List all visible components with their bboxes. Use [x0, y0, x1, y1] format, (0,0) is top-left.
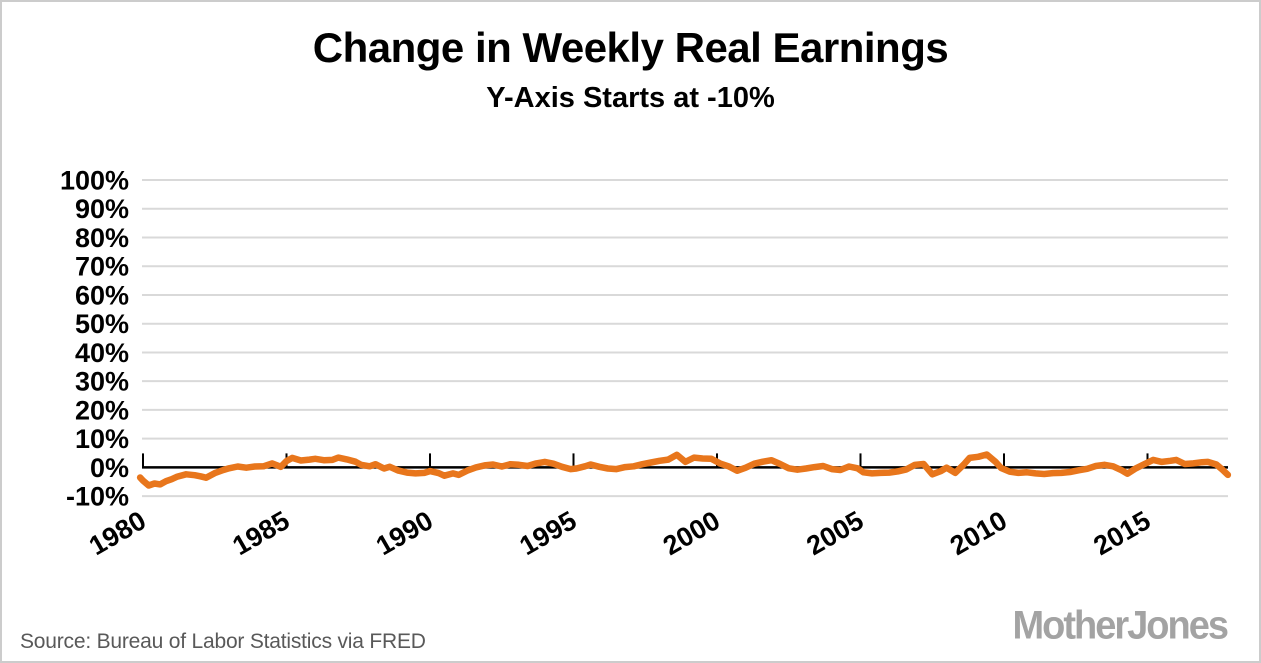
y-tick-label: 100%: [60, 166, 129, 196]
chart-title: Change in Weekly Real Earnings: [312, 24, 949, 71]
y-tick-label: -10%: [66, 482, 129, 512]
y-tick-label: 40%: [75, 338, 129, 368]
x-tick-label: 2015: [1088, 505, 1155, 561]
y-tick-label: 90%: [75, 194, 129, 224]
motherjones-logo: MotherJones: [1012, 604, 1229, 649]
source-note: Source: Bureau of Labor Statistics via F…: [20, 630, 426, 653]
y-tick-label: 10%: [75, 424, 129, 454]
x-tick-label: 1995: [514, 505, 581, 561]
x-tick-label: 2005: [801, 505, 868, 561]
x-tick-label: 2000: [658, 505, 725, 561]
y-tick-label: 20%: [75, 395, 129, 425]
y-tick-label: 80%: [75, 223, 129, 253]
x-tick-label: 1990: [371, 505, 438, 561]
y-axis-labels: 100%90%80%70%60%50%40%30%20%10%0%-10%: [60, 166, 129, 512]
y-tick-label: 30%: [75, 367, 129, 397]
gridlines: [142, 179, 1228, 498]
y-tick-label: 0%: [90, 453, 129, 483]
y-tick-label: 50%: [75, 309, 129, 339]
x-axis-labels: 1980 1985 1990 1995 2000 2005 2010 2015: [84, 505, 1156, 561]
x-tick-label: 1985: [227, 505, 294, 561]
earnings-line-series: [136, 451, 1232, 489]
chart-subtitle: Y-Axis Starts at -10%: [486, 82, 775, 114]
y-tick-label: 70%: [75, 252, 129, 282]
y-tick-label: 60%: [75, 280, 129, 310]
x-tick-label: 1980: [84, 505, 151, 561]
x-tick-label: 2010: [945, 505, 1012, 561]
